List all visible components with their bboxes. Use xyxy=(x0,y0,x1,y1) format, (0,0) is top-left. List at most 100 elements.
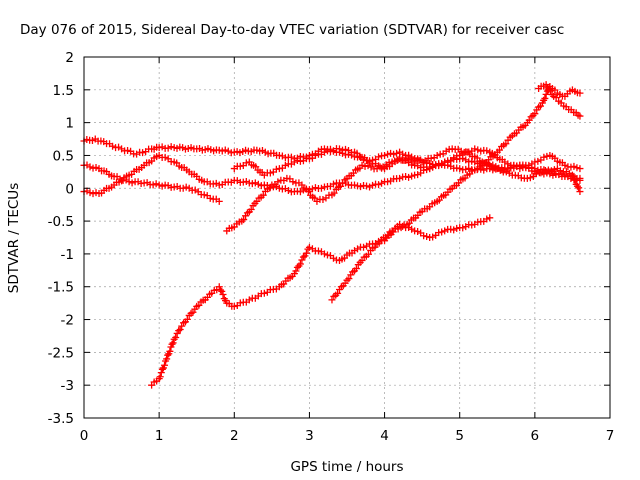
series-track-5 xyxy=(230,145,584,179)
data-point xyxy=(360,243,368,251)
y-tick-label: -3 xyxy=(61,378,74,394)
data-point xyxy=(547,87,555,95)
data-point xyxy=(161,361,169,369)
data-point xyxy=(542,90,550,98)
data-point xyxy=(164,144,172,152)
data-point xyxy=(496,166,504,174)
data-point xyxy=(284,186,292,194)
data-point xyxy=(456,165,464,173)
data-point xyxy=(384,178,392,186)
x-tick-label: 5 xyxy=(455,428,464,444)
data-point xyxy=(124,146,132,154)
x-tick-label: 6 xyxy=(531,428,540,444)
data-point xyxy=(414,155,422,163)
data-point xyxy=(502,168,510,176)
data-point xyxy=(361,162,369,170)
x-tick-label: 7 xyxy=(606,428,615,444)
data-point xyxy=(483,215,491,223)
data-point xyxy=(441,227,449,235)
data-point xyxy=(329,180,337,188)
data-point xyxy=(483,147,491,155)
data-point xyxy=(215,197,223,205)
data-point xyxy=(338,146,346,154)
data-point xyxy=(544,166,552,174)
y-tick-label: 1 xyxy=(65,116,74,132)
data-point xyxy=(486,214,494,222)
data-point xyxy=(292,267,300,275)
data-point xyxy=(477,147,485,155)
data-point xyxy=(247,206,255,214)
data-point xyxy=(200,191,208,199)
data-point xyxy=(351,181,359,189)
y-tick-label: 0.5 xyxy=(53,148,74,164)
data-point xyxy=(248,180,256,188)
data-point xyxy=(167,143,175,151)
data-point xyxy=(311,184,319,192)
data-point xyxy=(158,143,166,151)
data-point xyxy=(293,157,301,165)
data-point xyxy=(556,167,564,175)
data-point xyxy=(414,171,422,179)
data-point xyxy=(399,222,407,230)
data-point xyxy=(158,182,166,190)
data-point xyxy=(538,168,546,176)
data-point xyxy=(408,172,416,180)
data-point xyxy=(474,146,482,154)
data-point xyxy=(561,161,569,169)
data-point xyxy=(375,153,383,161)
data-point xyxy=(523,174,531,182)
data-point xyxy=(86,163,94,171)
data-point xyxy=(109,142,117,150)
data-point xyxy=(156,373,164,381)
data-point xyxy=(471,145,479,153)
data-point xyxy=(330,189,338,197)
data-point xyxy=(438,228,446,236)
data-point xyxy=(394,225,402,233)
data-point xyxy=(526,174,534,182)
data-point xyxy=(272,165,280,173)
data-point xyxy=(175,327,183,335)
data-point xyxy=(462,165,470,173)
data-point xyxy=(206,194,214,202)
data-point xyxy=(254,180,262,188)
data-point xyxy=(535,169,543,177)
data-point xyxy=(320,148,328,156)
data-point xyxy=(550,166,558,174)
data-point xyxy=(369,181,377,189)
data-point xyxy=(575,184,583,192)
data-point xyxy=(219,291,227,299)
data-point xyxy=(555,171,563,179)
data-point xyxy=(393,149,401,157)
data-point xyxy=(236,162,244,170)
data-point xyxy=(390,150,398,158)
data-point xyxy=(182,183,190,191)
data-point xyxy=(495,146,503,154)
data-point xyxy=(245,296,253,304)
y-axis-title: SDTVAR / TECUs xyxy=(6,183,22,293)
data-point xyxy=(358,161,366,169)
data-point xyxy=(341,145,349,153)
data-point xyxy=(299,253,307,261)
x-tick-label: 2 xyxy=(230,428,239,444)
data-point xyxy=(323,147,331,155)
data-point xyxy=(326,148,334,156)
data-point xyxy=(281,161,289,169)
data-point xyxy=(552,94,560,102)
y-tick-label: -3.5 xyxy=(48,411,74,427)
data-point xyxy=(149,181,157,189)
data-point xyxy=(179,184,187,192)
data-point xyxy=(345,275,353,283)
series-track-8 xyxy=(535,81,584,120)
data-point xyxy=(441,158,449,166)
data-point xyxy=(260,289,268,297)
data-point xyxy=(275,184,283,192)
data-point xyxy=(447,225,455,233)
grid xyxy=(84,57,610,418)
y-tick-label: 1.5 xyxy=(53,83,74,99)
data-point xyxy=(163,355,171,363)
data-point xyxy=(573,164,581,172)
data-point xyxy=(420,232,428,240)
data-point xyxy=(128,179,136,187)
data-point xyxy=(352,265,360,273)
